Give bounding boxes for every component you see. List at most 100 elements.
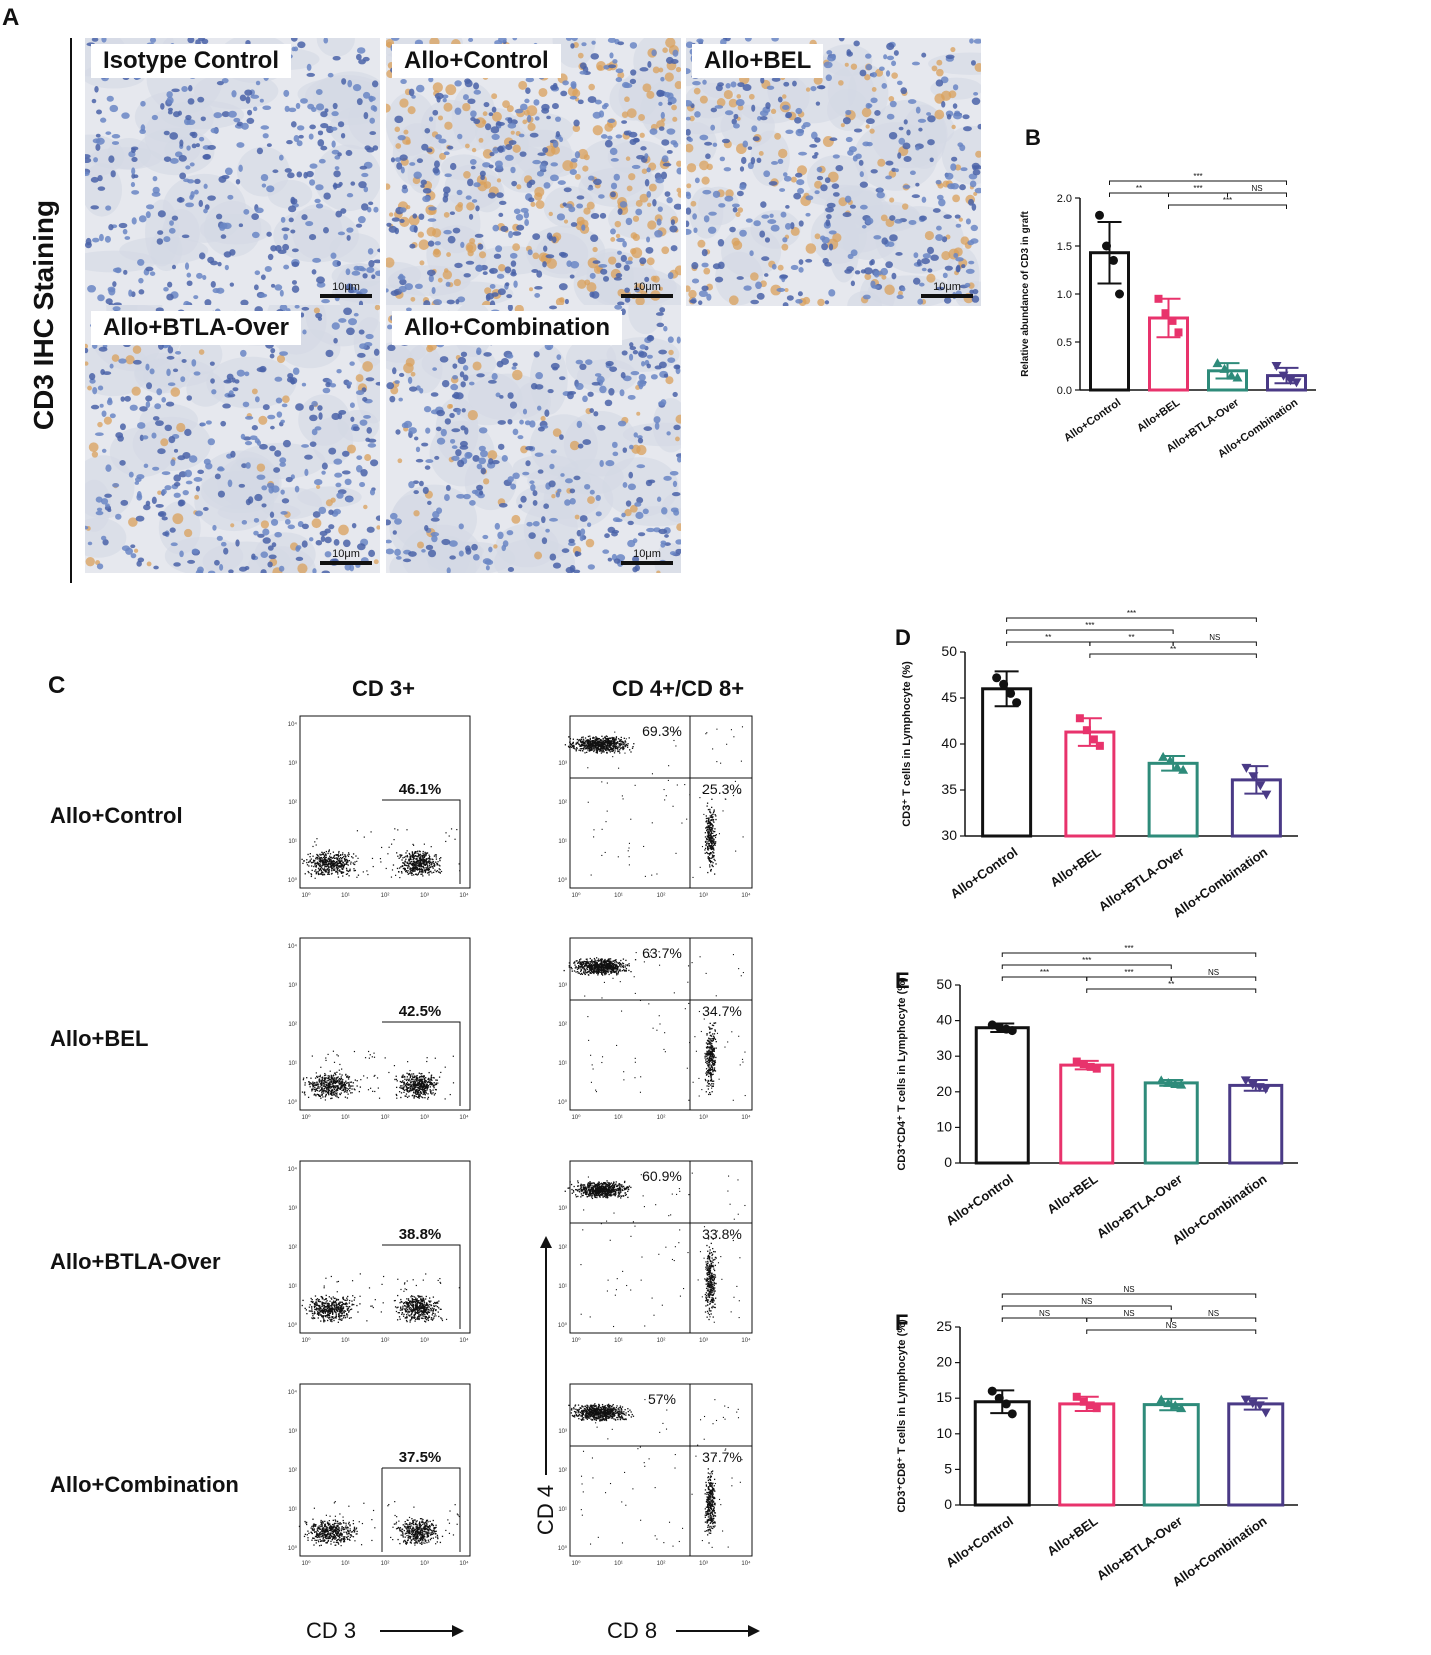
scale-bar: 10μm [621, 281, 673, 298]
cd4-arrow-head [540, 1236, 552, 1248]
data-point [1247, 1080, 1258, 1090]
data-point [1079, 1060, 1088, 1069]
y-axis-label: Relative abundance of CD3 in graft [1020, 211, 1031, 377]
y-tick-label: 45 [941, 689, 957, 705]
y-tick-label: 10¹ [288, 1061, 297, 1067]
scale-bar-line [621, 561, 673, 565]
panel-a-letter: A [2, 4, 20, 31]
x-tick-label: 10⁰ [571, 1114, 581, 1121]
x-tick-label: 10⁴ [741, 892, 751, 899]
y-axis-label: CD3⁺ T cells in Lymphocyte (%) [901, 661, 913, 827]
y-tick-label: 40 [941, 735, 957, 751]
x-tick-label: 10⁰ [571, 1337, 581, 1344]
category-label: Allo+Combination [1169, 1513, 1269, 1589]
y-tick-label: 10³ [558, 1429, 567, 1435]
data-point [1082, 726, 1091, 735]
cd3-arrow-head [452, 1625, 464, 1637]
bar [981, 687, 1033, 838]
ihc-image-3: Allo+BEL 10μm [686, 38, 981, 306]
scale-bar-label: 10μm [633, 281, 661, 293]
x-tick-label: 10⁴ [459, 1337, 469, 1344]
panel-letter: B [1025, 125, 1041, 150]
x-tick-label: 10² [657, 1115, 666, 1121]
significance-label: NS [1251, 184, 1262, 193]
x-tick-label: 10¹ [341, 1115, 350, 1121]
significance-label: ** [1136, 184, 1142, 193]
data-point [1109, 255, 1118, 265]
y-tick-label: 25 [936, 1318, 952, 1334]
x-tick-label: 10² [381, 893, 390, 899]
data-point [994, 1022, 1004, 1032]
significance-label: ** [1168, 980, 1174, 989]
data-point [1241, 763, 1252, 773]
y-tick-label: 10⁰ [288, 877, 298, 884]
x-tick-label: 10² [381, 1115, 390, 1121]
category-label: Allo+Control [948, 844, 1021, 901]
data-point [1240, 1395, 1251, 1405]
scale-bar-line [621, 294, 673, 298]
ihc-image-label: Isotype Control [91, 44, 292, 78]
y-axis-label: CD3⁺CD4⁺ T cells in Lymphocyte (%) [896, 977, 908, 1171]
x-tick-label: 10⁰ [301, 892, 311, 899]
significance-label: NS [1166, 1321, 1177, 1330]
x-tick-label: 10¹ [614, 1115, 623, 1121]
cd4-quadrant-percent: 60.9% [642, 1168, 682, 1184]
data-point [1170, 1400, 1181, 1410]
y-tick-label: 10⁰ [288, 1322, 298, 1329]
x-tick-label: 10² [657, 1338, 666, 1344]
significance-label: NS [1039, 1309, 1050, 1318]
category-label: Allo+BTLA-Over [1094, 1513, 1185, 1583]
y-tick-label: 10³ [288, 1206, 297, 1212]
significance-label: *** [1085, 621, 1094, 630]
ihc-image-label: Allo+Combination [392, 311, 622, 345]
cd4-cd8-dot-plot: 10⁰ 10⁰ 10¹ 10¹ 10² 10² 10³ 10³ 10⁴ 57% 37.7% [558, 1383, 753, 1567]
bar [1143, 1081, 1199, 1165]
data-point [1261, 790, 1272, 800]
data-point [1089, 735, 1098, 744]
y-tick-label: 10⁴ [288, 721, 298, 728]
category-label: Allo+Control [943, 1513, 1016, 1570]
category-label: Allo+Combination [1169, 1171, 1269, 1247]
y-tick-label: 0 [944, 1496, 952, 1512]
x-tick-label: 10¹ [341, 1338, 350, 1344]
significance-bracket [1227, 192, 1287, 197]
data-point [1092, 1404, 1101, 1413]
y-tick-label: 10⁰ [558, 1099, 568, 1106]
cd4-quadrant-percent: 69.3% [642, 723, 682, 739]
data-point [1172, 762, 1183, 771]
significance-bracket [1086, 1317, 1172, 1322]
flow-row-label: Allo+Combination [50, 1472, 239, 1497]
data-point [1165, 755, 1176, 765]
data-point [1176, 1079, 1187, 1089]
category-label: Allo+BTLA-Over [1096, 844, 1187, 914]
significance-label: NS [1208, 1309, 1219, 1318]
y-tick-label: 10⁴ [288, 943, 298, 950]
data-point [1007, 1409, 1017, 1419]
x-tick-label: 10¹ [614, 893, 623, 899]
data-point [1178, 764, 1189, 774]
category-label: Allo+BEL [1135, 396, 1182, 434]
x-tick-label: 10⁴ [459, 1560, 469, 1567]
y-tick-label: 5 [944, 1460, 952, 1476]
y-tick-label: 10¹ [558, 839, 567, 845]
significance-bracket [1168, 192, 1228, 197]
data-point [1156, 1075, 1167, 1085]
flow-row-label: Allo+Control [50, 803, 183, 828]
ihc-image-4: Allo+BTLA-Over 10μm [85, 305, 380, 573]
data-point [1154, 294, 1163, 303]
cd3-axis-arrow [380, 1630, 460, 1632]
y-tick-label: 10¹ [288, 839, 297, 845]
cd3-dot-plot: 10⁰ 10⁰ 10¹ 10¹ 10² 10² 10³ 10³ 10⁴ 10⁴ 38.8% [288, 1160, 471, 1344]
significance-bracket [1006, 617, 1257, 622]
bar [1058, 1402, 1116, 1507]
y-tick-label: 10⁰ [288, 1545, 298, 1552]
y-tick-label: 10 [936, 1118, 952, 1134]
y-tick-label: 10² [558, 1022, 567, 1028]
data-point [1072, 1392, 1081, 1401]
y-tick-label: 10³ [288, 761, 297, 767]
significance-label: NS [1081, 1297, 1092, 1306]
y-tick-label: 10⁴ [288, 1389, 298, 1396]
data-point [1255, 781, 1266, 791]
scale-bar: 10μm [621, 548, 673, 565]
ihc-image-1: Isotype Control 10μm [85, 38, 380, 306]
